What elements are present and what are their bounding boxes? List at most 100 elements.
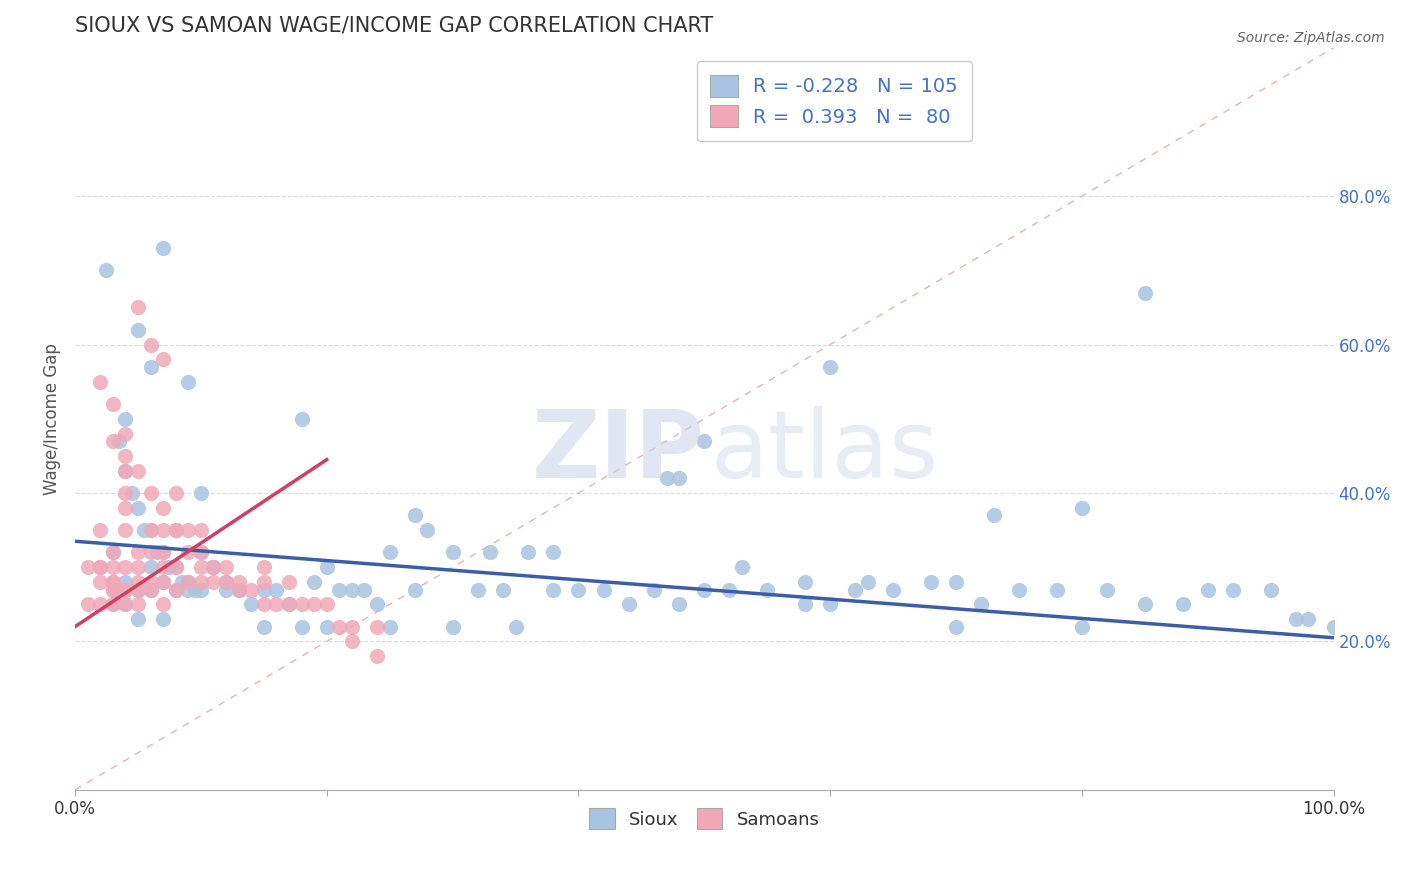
- Point: [228, 582, 250, 597]
- Point: [253, 582, 276, 597]
- Point: [139, 560, 162, 574]
- Point: [101, 575, 124, 590]
- Point: [290, 619, 312, 633]
- Point: [202, 560, 225, 574]
- Point: [76, 560, 98, 574]
- Point: [202, 560, 225, 574]
- Point: [228, 582, 250, 597]
- Point: [278, 575, 301, 590]
- Point: [165, 582, 187, 597]
- Point: [101, 397, 124, 411]
- Point: [121, 486, 143, 500]
- Point: [114, 523, 136, 537]
- Point: [302, 575, 325, 590]
- Text: SIOUX VS SAMOAN WAGE/INCOME GAP CORRELATION CHART: SIOUX VS SAMOAN WAGE/INCOME GAP CORRELAT…: [75, 15, 713, 35]
- Point: [190, 545, 212, 559]
- Point: [278, 598, 301, 612]
- Point: [96, 263, 118, 277]
- Point: [794, 575, 817, 590]
- Point: [157, 560, 180, 574]
- Point: [416, 523, 439, 537]
- Point: [441, 545, 464, 559]
- Point: [152, 612, 174, 626]
- Point: [101, 575, 124, 590]
- Point: [127, 560, 149, 574]
- Point: [1323, 619, 1346, 633]
- Point: [165, 486, 187, 500]
- Point: [253, 560, 276, 574]
- Text: ZIP: ZIP: [531, 406, 704, 499]
- Point: [1298, 612, 1320, 626]
- Point: [441, 619, 464, 633]
- Point: [89, 560, 111, 574]
- Point: [543, 582, 565, 597]
- Point: [543, 545, 565, 559]
- Point: [693, 582, 716, 597]
- Point: [366, 598, 388, 612]
- Point: [152, 575, 174, 590]
- Point: [340, 582, 363, 597]
- Point: [340, 634, 363, 648]
- Point: [127, 612, 149, 626]
- Point: [101, 434, 124, 448]
- Point: [882, 582, 904, 597]
- Point: [101, 582, 124, 597]
- Point: [152, 575, 174, 590]
- Point: [165, 560, 187, 574]
- Point: [266, 582, 288, 597]
- Text: Source: ZipAtlas.com: Source: ZipAtlas.com: [1237, 31, 1385, 45]
- Point: [101, 598, 124, 612]
- Point: [328, 582, 350, 597]
- Point: [278, 598, 301, 612]
- Point: [177, 545, 200, 559]
- Point: [378, 545, 401, 559]
- Point: [177, 375, 200, 389]
- Point: [668, 598, 690, 612]
- Point: [89, 575, 111, 590]
- Point: [139, 545, 162, 559]
- Point: [152, 523, 174, 537]
- Point: [152, 241, 174, 255]
- Point: [177, 523, 200, 537]
- Point: [170, 575, 193, 590]
- Point: [404, 508, 426, 523]
- Point: [945, 575, 967, 590]
- Point: [1133, 285, 1156, 300]
- Point: [668, 471, 690, 485]
- Point: [655, 471, 678, 485]
- Point: [190, 575, 212, 590]
- Point: [114, 500, 136, 515]
- Point: [1008, 582, 1031, 597]
- Point: [818, 359, 841, 374]
- Point: [139, 582, 162, 597]
- Point: [165, 523, 187, 537]
- Point: [505, 619, 527, 633]
- Point: [165, 523, 187, 537]
- Point: [479, 545, 502, 559]
- Point: [1070, 500, 1092, 515]
- Point: [378, 619, 401, 633]
- Point: [89, 375, 111, 389]
- Point: [315, 560, 337, 574]
- Point: [101, 598, 124, 612]
- Point: [139, 523, 162, 537]
- Point: [215, 582, 238, 597]
- Point: [114, 411, 136, 425]
- Point: [190, 523, 212, 537]
- Point: [101, 545, 124, 559]
- Point: [127, 582, 149, 597]
- Point: [139, 582, 162, 597]
- Point: [114, 582, 136, 597]
- Point: [177, 575, 200, 590]
- Point: [127, 575, 149, 590]
- Point: [114, 560, 136, 574]
- Point: [202, 575, 225, 590]
- Point: [177, 575, 200, 590]
- Point: [693, 434, 716, 448]
- Point: [127, 582, 149, 597]
- Point: [302, 598, 325, 612]
- Point: [114, 464, 136, 478]
- Point: [202, 560, 225, 574]
- Y-axis label: Wage/Income Gap: Wage/Income Gap: [44, 343, 60, 495]
- Point: [76, 598, 98, 612]
